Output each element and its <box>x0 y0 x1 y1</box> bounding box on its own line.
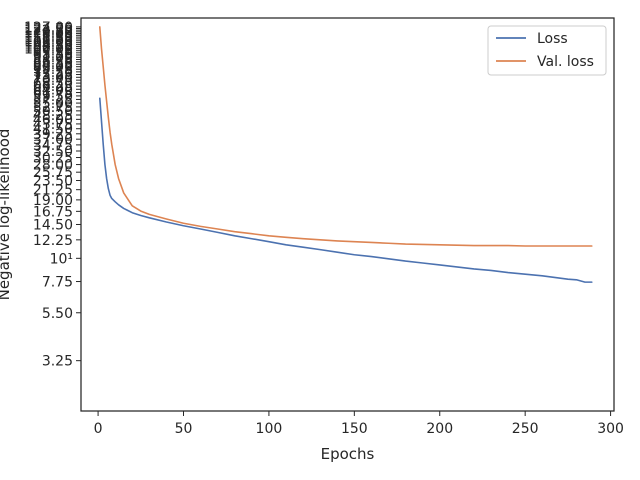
plot-area <box>81 18 614 411</box>
y-tick-label: 91.00 <box>33 50 73 66</box>
y-tick-label: 88.75 <box>33 53 73 69</box>
y-tick-label: 23.50 <box>33 174 73 190</box>
x-tick-label: 300 <box>597 421 624 437</box>
y-tick-label: 61.75 <box>33 86 73 102</box>
x-tick-label: 50 <box>175 421 193 437</box>
y-tick-label: 111.25 <box>24 32 73 48</box>
y-axis-ticks: 3.25 5.50 7.75 10¹ 12.2514.5016.7519.0021.25… <box>24 20 81 370</box>
y-tick-label: 75.25 <box>33 68 73 84</box>
y-tick-label: 113.50 <box>24 30 73 46</box>
y-tick-label: 10¹ <box>50 251 73 267</box>
y-tick-label: 109.00 <box>24 34 73 50</box>
y-tick-label: 5.50 <box>42 306 73 322</box>
y-tick-label: 120.25 <box>24 25 73 41</box>
y-tick-label: 14.50 <box>33 217 73 233</box>
plot-frame <box>80 17 615 412</box>
y-tick-label: 39.25 <box>33 127 73 143</box>
y-tick-label: 46.00 <box>33 112 73 128</box>
y-tick-label: 59.50 <box>33 89 73 105</box>
y-tick-label: 118.00 <box>24 27 73 43</box>
y-tick-label: 32.50 <box>33 144 73 160</box>
y-tick-label: 86.50 <box>33 55 73 71</box>
series-line-loss <box>98 97 593 283</box>
y-tick-label: 34.75 <box>33 138 73 154</box>
y-tick-label: 64.00 <box>33 82 73 98</box>
y-tick-label: 48.25 <box>33 108 73 124</box>
y-tick-label: 28.00 <box>33 158 73 174</box>
y-tick-label: 37.00 <box>33 132 73 148</box>
y-tick-label: 7.75 <box>42 275 73 291</box>
y-tick-label: 73.00 <box>33 70 73 86</box>
y-tick-label: 97.75 <box>33 44 73 60</box>
y-axis-title: Negative log-likelihood <box>0 129 13 301</box>
y-tick-label: 102.25 <box>24 40 73 56</box>
legend: Loss Val. loss <box>487 25 607 76</box>
y-tick-label: 104.50 <box>24 38 73 54</box>
x-tick-label: 100 <box>256 421 283 437</box>
y-tick-label: 50.50 <box>33 104 73 120</box>
y-tick-label: 68.50 <box>33 76 73 92</box>
y-tick-label: 106.75 <box>24 36 73 52</box>
y-tick-label: 84.25 <box>33 57 73 73</box>
series-layer <box>98 26 593 283</box>
y-tick-label: 16.75 <box>33 204 73 220</box>
y-tick-label: 122.50 <box>24 23 73 39</box>
x-tick-label: 200 <box>426 421 453 437</box>
y-tick-label: 43.75 <box>33 117 73 133</box>
y-tick-label: 124.75 <box>24 22 73 38</box>
y-tick-label: 70.75 <box>33 73 73 89</box>
x-tick-label: 150 <box>341 421 368 437</box>
y-tick-label: 41.50 <box>33 122 73 138</box>
y-tick-label: 25.75 <box>33 165 73 181</box>
y-tick-label: 77.50 <box>33 65 73 81</box>
y-tick-label: 30.25 <box>33 151 73 167</box>
y-tick-label: 127.00 <box>24 20 73 36</box>
x-axis-ticks: 0 50 100 150 200 250 300 <box>94 411 624 437</box>
x-tick-label: 250 <box>512 421 539 437</box>
y-tick-label: 3.25 <box>42 354 73 370</box>
y-tick-label: 21.25 <box>33 183 73 199</box>
y-tick-label: 57.25 <box>33 92 73 108</box>
y-tick-label: 93.25 <box>33 48 73 64</box>
y-tick-label: 82.00 <box>33 60 73 76</box>
legend-label: Loss <box>537 31 568 47</box>
y-tick-label: 95.50 <box>33 46 73 62</box>
y-tick-label: 66.25 <box>33 79 73 95</box>
y-tick-label: 19.00 <box>33 193 73 209</box>
y-tick-label: 12.25 <box>33 233 73 249</box>
y-tick-label: 100.00 <box>24 42 73 58</box>
x-axis-title: Epochs <box>321 445 375 463</box>
y-tick-label: 79.75 <box>33 62 73 78</box>
x-tick-label: 0 <box>94 421 103 437</box>
y-tick-label: 55.00 <box>33 96 73 112</box>
legend-label: Val. loss <box>537 54 594 70</box>
y-tick-label: 52.75 <box>33 100 73 116</box>
series-line-val-loss <box>98 26 593 247</box>
y-tick-label: 115.75 <box>24 28 73 44</box>
